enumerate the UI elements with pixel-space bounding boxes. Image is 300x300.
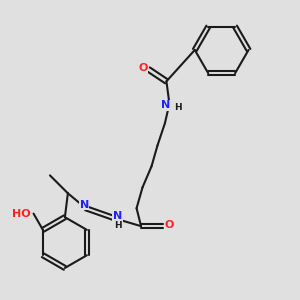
Text: O: O [164,220,173,230]
Text: H: H [114,221,122,230]
Text: N: N [113,211,122,221]
Text: O: O [138,63,148,73]
Text: N: N [161,100,170,110]
Text: N: N [80,200,89,210]
Text: HO: HO [12,209,31,219]
Text: H: H [174,103,182,112]
